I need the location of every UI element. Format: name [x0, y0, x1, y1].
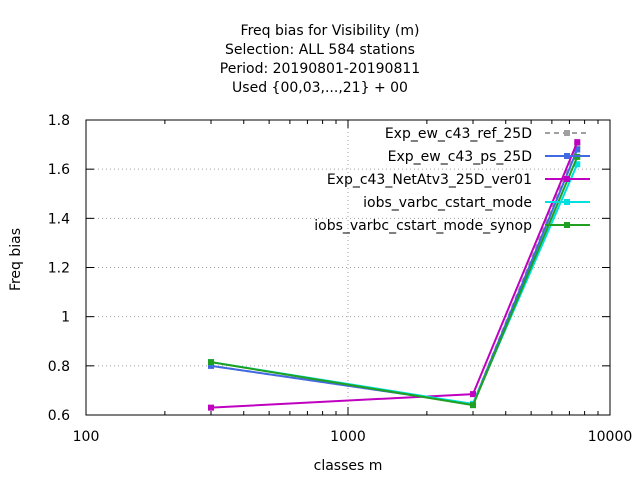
- grid: [86, 120, 610, 415]
- y-tick-label: 1.4: [48, 211, 70, 227]
- legend-marker: [564, 130, 570, 136]
- data-point: [470, 402, 477, 409]
- legend-label: Exp_c43_NetAtv3_25D_ver01: [327, 172, 532, 188]
- legend-label: Exp_ew_c43_ps_25D: [388, 149, 532, 165]
- y-tick-label: 1.8: [48, 113, 70, 129]
- legend-marker: [564, 199, 570, 205]
- title-line: Freq bias for Visibility (m): [241, 23, 420, 39]
- legend-marker: [564, 153, 570, 159]
- x-tick-label: 1000: [330, 429, 366, 445]
- y-tick-label: 0.6: [48, 408, 70, 424]
- x-tick-label: 100: [73, 429, 100, 445]
- axis-ticks: 0.6 0.8 1 1.2 1.4 1.6 1.8 100 1000 10000: [48, 113, 633, 445]
- legend-marker: [564, 176, 570, 182]
- data-point: [208, 404, 215, 411]
- legend-label: iobs_varbc_cstart_mode_synop: [314, 218, 532, 234]
- y-tick-label: 1: [61, 310, 70, 326]
- title-line: Period: 20190801-20190811: [220, 61, 420, 77]
- legend-label: iobs_varbc_cstart_mode: [363, 195, 532, 211]
- x-tick-label: 10000: [588, 429, 633, 445]
- y-tick-label: 0.8: [48, 359, 70, 375]
- y-tick-label: 1.2: [48, 261, 70, 277]
- data-point: [470, 391, 477, 398]
- y-axis-label: Freq bias: [8, 228, 24, 291]
- legend-label: Exp_ew_c43_ref_25D: [385, 126, 532, 142]
- y-tick-label: 1.6: [48, 162, 70, 178]
- data-point: [574, 139, 581, 146]
- title-line: Selection: ALL 584 stations: [225, 42, 415, 58]
- legend: Exp_ew_c43_ref_25D Exp_ew_c43_ps_25D Exp_c…: [314, 126, 590, 234]
- series: [208, 139, 581, 411]
- x-axis-label: classes m: [314, 458, 383, 474]
- legend-marker: [564, 222, 570, 228]
- data-point: [574, 146, 581, 153]
- title-line: Used {00,03,...,21} + 00: [232, 80, 408, 96]
- data-point: [574, 161, 581, 168]
- data-point: [208, 362, 215, 369]
- data-point: [208, 359, 215, 366]
- chart-title: Freq bias for Visibility (m) Selection: A…: [220, 23, 420, 96]
